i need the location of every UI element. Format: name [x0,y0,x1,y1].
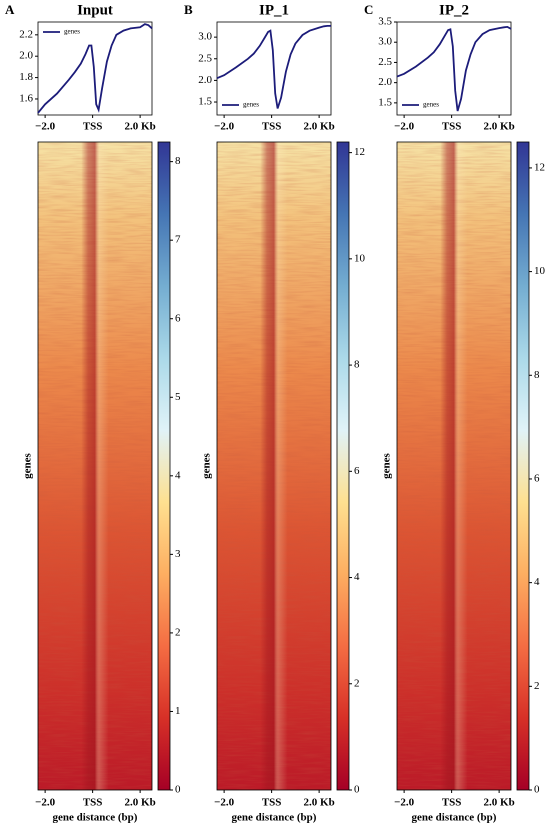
x-tick-label: TSS [262,121,282,133]
x-tick-label: −2.0 [35,121,56,133]
y-tick-label: 3.5 [378,16,392,28]
colorbar [157,141,171,791]
y-axis-label: genes [381,452,393,478]
colorbar-tick-label: 10 [354,252,366,264]
x-axis-label: gene distance (bp) [412,812,497,824]
plot-frame [396,21,512,116]
colorbar-tick-label: 10 [534,265,546,277]
plot-frame [37,21,153,116]
panel-title: Input [77,2,113,18]
colorbar-tick-label: 5 [175,391,181,403]
colorbar-tick-label: 0 [354,784,360,796]
colorbar-tick-label: 6 [534,472,540,484]
x-tick-label: −2.0 [214,797,235,809]
colorbar-tick-label: 4 [354,571,360,583]
heatmap-frame [37,141,153,791]
panel-label: B [184,2,193,17]
colorbar-tick-label: 2 [534,680,540,692]
colorbar-tick-label: 4 [534,576,540,588]
profile-line [37,23,153,114]
x-tick-label: TSS [442,121,462,133]
x-tick-label: 2.0 Kb [125,121,156,133]
y-tick-label: 2.0 [19,50,33,62]
colorbar-tick-label: 8 [534,369,540,381]
y-tick-label: 2.2 [19,28,33,40]
heatmap-tss-band [38,142,152,790]
y-tick-label: 3.0 [378,36,392,48]
colorbar-tick-label: 4 [175,469,181,481]
x-tick-label: 2.0 Kb [484,121,515,133]
heatmap-frame [216,141,332,791]
panel-title: IP_1 [259,2,289,18]
colorbar-tick-label: 6 [354,465,360,477]
x-tick-label: −2.0 [394,121,415,133]
legend-label: genes [423,101,439,109]
heatmap-tss-band [217,142,331,790]
legend-label: genes [64,28,80,36]
x-axis-label: gene distance (bp) [53,812,138,824]
colorbar-tick-label: 0 [175,784,181,796]
y-tick-label: 3.0 [198,31,212,43]
colorbar-tick-label: 0 [534,784,540,796]
colorbar-tick-label: 6 [175,312,181,324]
y-tick-label: 2.0 [198,74,212,86]
colorbar-tick-label: 2 [354,677,360,689]
x-axis-label: gene distance (bp) [232,812,317,824]
heatmap-tss-band [397,142,511,790]
colorbar-tick-label: 3 [175,548,181,560]
x-tick-label: −2.0 [35,797,56,809]
profile-line [216,25,331,109]
colorbar [516,141,530,791]
profile-line [396,25,512,112]
panel-label: A [5,2,15,17]
y-axis-label: genes [22,452,34,478]
x-tick-label: 2.0 Kb [304,797,335,809]
y-tick-label: 1.6 [19,92,33,104]
y-tick-label: 1.5 [198,96,212,108]
x-tick-label: 2.0 Kb [484,797,515,809]
colorbar-tick-label: 1 [175,705,181,717]
panel-title: IP_2 [439,2,469,18]
plot-frame [216,21,332,116]
x-tick-label: TSS [83,797,103,809]
y-tick-label: 2.0 [378,76,392,88]
colorbar [336,141,350,791]
x-tick-label: TSS [442,797,462,809]
x-tick-label: 2.0 Kb [304,121,335,133]
y-tick-label: 2.5 [198,52,212,64]
y-tick-label: 1.8 [19,71,33,83]
panel-label: C [364,2,373,17]
x-tick-label: TSS [83,121,103,133]
x-tick-label: 2.0 Kb [125,797,156,809]
colorbar-tick-label: 12 [354,146,365,158]
y-tick-label: 1.5 [378,96,392,108]
colorbar-tick-label: 7 [175,234,181,246]
x-tick-label: TSS [262,797,282,809]
colorbar-tick-label: 8 [175,155,181,167]
x-tick-label: −2.0 [394,797,415,809]
legend-label: genes [243,101,259,109]
colorbar-tick-label: 8 [354,359,360,371]
colorbar-tick-label: 12 [534,161,545,173]
heatmap-frame [396,141,512,791]
x-tick-label: −2.0 [214,121,235,133]
y-tick-label: 2.5 [378,56,392,68]
colorbar-tick-label: 2 [175,626,181,638]
y-axis-label: genes [201,452,213,478]
